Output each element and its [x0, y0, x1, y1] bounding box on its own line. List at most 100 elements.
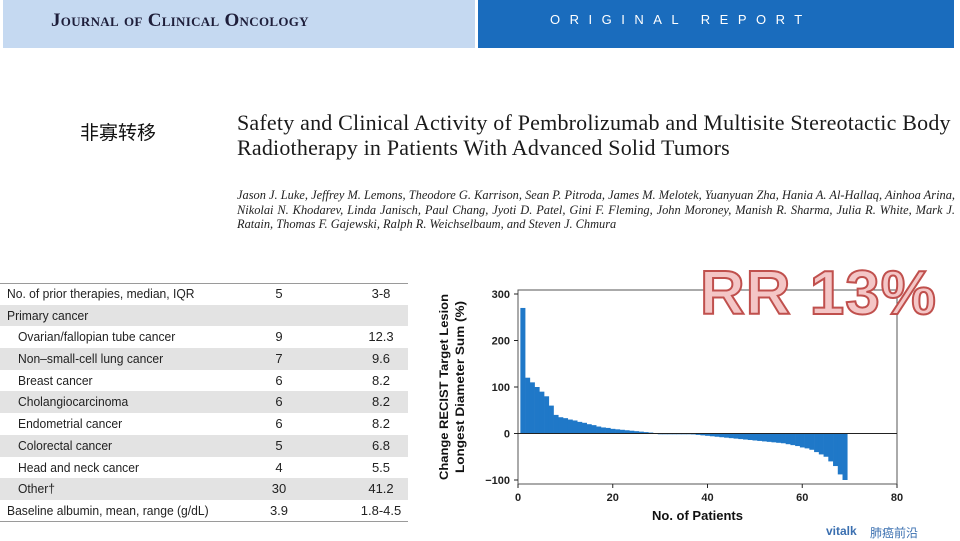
table-row: Breast cancer 6 8.2 — [0, 370, 408, 392]
row-count: 6 — [275, 372, 283, 388]
bar — [780, 433, 786, 444]
row-label: No. of prior therapies, median, IQR — [7, 286, 195, 301]
bar — [553, 414, 559, 434]
bar — [766, 433, 772, 442]
table-bottom-rule — [0, 520, 408, 522]
slide-label: 非寡转移 — [80, 123, 157, 144]
row-count: 6 — [275, 394, 283, 410]
bar — [724, 433, 730, 438]
bar — [638, 431, 644, 434]
bar — [814, 433, 820, 453]
row-label: Breast cancer — [18, 372, 93, 388]
bar — [629, 430, 635, 434]
bar — [804, 433, 810, 449]
bar — [558, 417, 564, 434]
table-row: Colorectal cancer 5 6.8 — [0, 434, 408, 457]
y-axis-label-line2: Longest Diameter Sum (%) — [453, 301, 467, 473]
bar — [700, 433, 706, 436]
bar — [828, 433, 834, 462]
journal-header-bar: Journal of Clinical Oncology — [3, 0, 475, 48]
bar — [790, 433, 796, 446]
response-rate-label: RR 13% — [699, 258, 937, 329]
bar — [615, 429, 621, 434]
row-percent: 8.2 — [371, 416, 391, 432]
bar — [605, 427, 611, 434]
x-tick-label: 60 — [796, 492, 808, 504]
row-label: Endometrial cancer — [18, 416, 123, 432]
bar — [809, 433, 815, 450]
table-row: Cholangiocarcinoma 6 8.2 — [0, 391, 408, 414]
bar — [757, 433, 763, 441]
bar — [600, 427, 606, 434]
bar — [596, 426, 602, 434]
bar — [643, 432, 649, 434]
y-tick-label: 300 — [492, 289, 510, 301]
row-label: Head and neck cancer — [18, 459, 139, 475]
bar — [520, 307, 526, 434]
row-count: 4 — [275, 459, 283, 475]
row-label: Non–small-cell lung cancer — [18, 351, 164, 367]
patient-characteristics-table: No. of prior therapies, median, IQR 5 3-8 P… — [0, 283, 408, 522]
row-percent: 6.8 — [371, 437, 391, 453]
bar — [823, 433, 829, 457]
y-axis-label-line1: Change RECIST Target Lesion — [437, 294, 451, 480]
table-row: Non–small-cell lung cancer 7 9.6 — [0, 348, 408, 370]
row-label: Ovarian/fallopian tube cancer — [18, 329, 176, 345]
row-count: 9 — [275, 329, 283, 345]
table-row: Ovarian/fallopian tube cancer 9 12.3 — [0, 326, 408, 348]
row-count: 5 — [275, 437, 283, 453]
table-row: No. of prior therapies, median, IQR 5 3-8 — [0, 283, 408, 305]
table-row: Head and neck cancer 4 5.5 — [0, 457, 408, 479]
row-percent: 8.2 — [371, 394, 391, 410]
brand-logo-cn: 肺癌前沿 — [870, 526, 919, 540]
row-label: Other† — [18, 481, 55, 497]
bar — [525, 377, 531, 434]
x-tick-label: 80 — [891, 492, 903, 504]
journal-name: Journal of Clinical Oncology — [51, 10, 309, 31]
bar — [738, 433, 744, 440]
table-row: Other† 30 41.2 — [0, 478, 408, 500]
bar — [539, 391, 545, 434]
bar — [771, 433, 777, 443]
row-percent: 41.2 — [368, 481, 394, 497]
y-tick-label: 200 — [492, 336, 510, 348]
waterfall-chart: 300 200 100 0 −100 0 20 40 60 80 No. of Patients Ch… — [437, 289, 903, 523]
bar — [563, 418, 569, 434]
section-label: ORIGINAL REPORT — [550, 12, 812, 27]
row-count: 30 — [271, 481, 287, 497]
row-percent: 9.6 — [371, 351, 391, 367]
bar — [695, 433, 701, 435]
bar — [733, 433, 739, 439]
article-authors: Jason J. Luke, Jeffrey M. Lemons, Theodo… — [237, 188, 955, 231]
table-top-rule — [0, 283, 408, 284]
row-percent: 8.2 — [371, 372, 391, 388]
row-label: Cholangiocarcinoma — [18, 394, 129, 410]
row-percent: 1.8-4.5 — [360, 502, 402, 518]
bar — [761, 433, 768, 442]
x-tick-label: 20 — [607, 492, 619, 504]
bar — [747, 433, 753, 441]
bar — [752, 433, 758, 441]
bar — [818, 433, 824, 455]
bar — [581, 422, 587, 434]
bar — [743, 433, 749, 440]
table-row: Endometrial cancer 6 8.2 — [0, 413, 408, 435]
bar — [833, 433, 839, 467]
row-label: Colorectal cancer — [18, 437, 113, 453]
row-percent: 5.5 — [371, 459, 391, 475]
row-count: 5 — [275, 286, 283, 301]
bar — [714, 433, 720, 437]
bar — [586, 424, 592, 434]
bar — [577, 421, 583, 434]
bar — [842, 433, 848, 480]
y-tick-label: 100 — [492, 382, 510, 394]
section-header-bar: ORIGINAL REPORT — [478, 0, 954, 48]
bar — [795, 433, 801, 447]
row-count: 6 — [275, 416, 283, 432]
table-row: Baseline albumin, mean, range (g/dL) 3.9 1… — [0, 500, 408, 522]
article-title: Safety and Clinical Activity of Pembroli… — [237, 110, 951, 160]
bar — [619, 429, 625, 434]
row-percent: 3-8 — [371, 286, 391, 301]
bar — [705, 433, 711, 436]
bar — [624, 430, 630, 434]
